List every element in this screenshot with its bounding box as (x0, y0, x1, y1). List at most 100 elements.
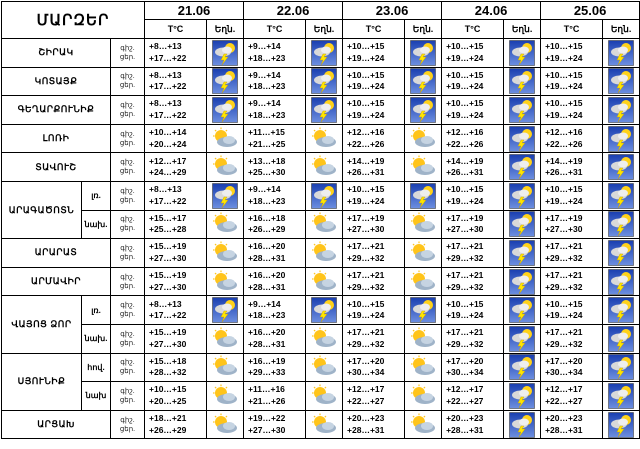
day-temp: +19…+24 (446, 310, 484, 321)
night-temp: +10…+15 (446, 298, 484, 309)
day-temp: +29…+32 (446, 338, 484, 349)
day-label: ցեր. (119, 110, 136, 118)
night-temp: +12…+17 (545, 384, 583, 395)
night-label: գիշ. (120, 273, 135, 281)
date-header: 23.06 (342, 1, 443, 20)
night-temp: +17…+21 (545, 270, 583, 281)
date-header: 22.06 (243, 1, 344, 20)
night-temp: +15…+19 (149, 270, 187, 281)
temperature-cell: +10…+15 +19…+24 (540, 66, 604, 97)
day-temp: +29…+32 (545, 281, 583, 292)
period-labels: գիշ. ցեր. (109, 123, 146, 154)
day-temp: +19…+24 (446, 109, 484, 120)
table-row: ԱՐՄԱՎԻՐ գիշ. ցեր. +15…+19 +27…+30 +16…+20 +28…… (1, 266, 640, 297)
temperature-cell: +15…+17 +25…+28 (144, 209, 208, 240)
thunderstorm-icon (602, 323, 640, 354)
night-temp: +10…+15 (545, 298, 583, 309)
day-temp: +29…+32 (545, 252, 583, 263)
day-temp: +27…+30 (347, 224, 385, 235)
partly-cloudy-icon (404, 123, 443, 154)
night-temp: +16…+20 (248, 327, 286, 338)
night-temp: +15…+19 (149, 241, 187, 252)
date-header: 21.06 (144, 1, 245, 20)
period-labels: գիշ. ցեր. (109, 238, 146, 268)
day-temp: +19…+24 (347, 81, 385, 92)
sub-zone-label: նախ. (81, 209, 111, 240)
day-temp: +26…+31 (446, 167, 484, 178)
region-name: ՏԱՎՈՒՇ (1, 152, 111, 182)
night-temp: +9…+14 (248, 69, 281, 80)
day-temp: +22…+27 (545, 395, 583, 406)
day-temp: +30…+34 (446, 367, 484, 378)
day-temp: +18…+23 (248, 52, 286, 63)
partly-cloudy-icon (305, 381, 344, 411)
night-temp: +17…+19 (347, 212, 385, 223)
night-temp: +12…+16 (545, 127, 583, 138)
temperature-cell: +18…+21 +26…+29 (144, 409, 208, 440)
night-temp: +17…+21 (446, 270, 484, 281)
partly-cloudy-icon (305, 209, 344, 240)
night-temp: +15…+17 (149, 212, 187, 223)
period-labels: գիշ. ցեր. (109, 180, 146, 211)
day-temp: +25…+28 (149, 224, 187, 235)
temperature-cell: +16…+20 +28…+31 (243, 323, 307, 354)
day-temp: +20…+24 (149, 138, 187, 149)
day-temp: +19…+24 (347, 195, 385, 206)
day-temp: +29…+32 (347, 338, 385, 349)
temperature-cell: +10…+15 +19…+24 (441, 95, 505, 125)
night-temp: +10…+15 (446, 41, 484, 52)
thunderstorm-icon (404, 180, 443, 211)
temperature-cell: +10…+15 +19…+24 (342, 38, 406, 68)
thunderstorm-icon (503, 266, 542, 297)
region-name: ՎԱՅՈՑ ՁՈՐ (1, 295, 82, 354)
night-temp: +17…+20 (446, 355, 484, 366)
day-temp: +27…+30 (248, 424, 286, 435)
table-row: նախ. գիշ. ցեր. +15…+19 +27…+30 +16…+20 +28…+31… (2, 323, 640, 354)
forecast-body: ՇԻՐԱԿ գիշ. ցեր. +8…+13 +17…+22 +9…+14 +18…+23 +… (1, 38, 640, 440)
night-temp: +17…+20 (347, 355, 385, 366)
day-label: ցեր. (119, 339, 136, 347)
thunderstorm-icon (602, 38, 640, 68)
temperature-cell: +17…+20 +30…+34 (540, 352, 604, 383)
thunderstorm-icon (503, 152, 542, 182)
temperature-cell: +12…+17 +22…+27 (441, 381, 505, 411)
night-temp: +10…+15 (347, 98, 385, 109)
day-temp: +22…+26 (545, 138, 583, 149)
thunderstorm-icon (503, 95, 542, 125)
table-row: ԼՈՌԻ գիշ. ցեր. +10…+14 +20…+24 +11…+15 +21…+25… (1, 123, 640, 154)
temperature-cell: +20…+23 +28…+31 (342, 409, 406, 440)
temperature-cell: +12…+17 +24…+29 (144, 152, 208, 182)
temperature-cell: +17…+19 +27…+30 (342, 209, 406, 240)
night-temp: +10…+14 (149, 127, 187, 138)
thunderstorm-icon (602, 381, 640, 411)
day-temp: +28…+31 (248, 281, 286, 292)
region-name: ԱՐՄԱՎԻՐ (1, 266, 111, 297)
table-row: ԱՐԱԳԱԾՈՏՆ լռ. գիշ. ցեր. +8…+13 +17…+22 +9…+14 +… (1, 180, 640, 240)
temperature-cell: +12…+16 +22…+26 (540, 123, 604, 154)
day-temp: +17…+22 (149, 52, 187, 63)
night-label: գիշ. (120, 159, 135, 167)
day-temp: +28…+32 (149, 367, 187, 378)
temperature-cell: +10…+14 +20…+24 (144, 123, 208, 154)
thunderstorm-icon (602, 66, 640, 97)
night-temp: +17…+21 (545, 327, 583, 338)
night-temp: +17…+21 (347, 270, 385, 281)
night-temp: +12…+17 (149, 155, 187, 166)
period-labels: գիշ. ցեր. (109, 295, 146, 325)
temperature-cell: +17…+21 +29…+32 (540, 238, 604, 268)
temp-header: T°C (144, 19, 208, 39)
day-temp: +19…+24 (446, 52, 484, 63)
thunderstorm-icon (503, 352, 542, 383)
night-temp: +15…+18 (149, 355, 187, 366)
date-header: 25.06 (540, 1, 640, 20)
partly-cloudy-icon (404, 266, 443, 297)
thunderstorm-icon (503, 323, 542, 354)
day-temp: +18…+23 (248, 195, 286, 206)
partly-cloudy-icon (206, 381, 245, 411)
sub-zone-label: նախ (81, 381, 111, 411)
day-temp: +19…+24 (545, 81, 583, 92)
region-name: ԳԵՂԱՐՔՈՒՆԻՔ (1, 95, 111, 125)
period-labels: գիշ. ցեր. (109, 209, 146, 240)
day-temp: +28…+31 (248, 338, 286, 349)
thunderstorm-icon (206, 295, 245, 325)
